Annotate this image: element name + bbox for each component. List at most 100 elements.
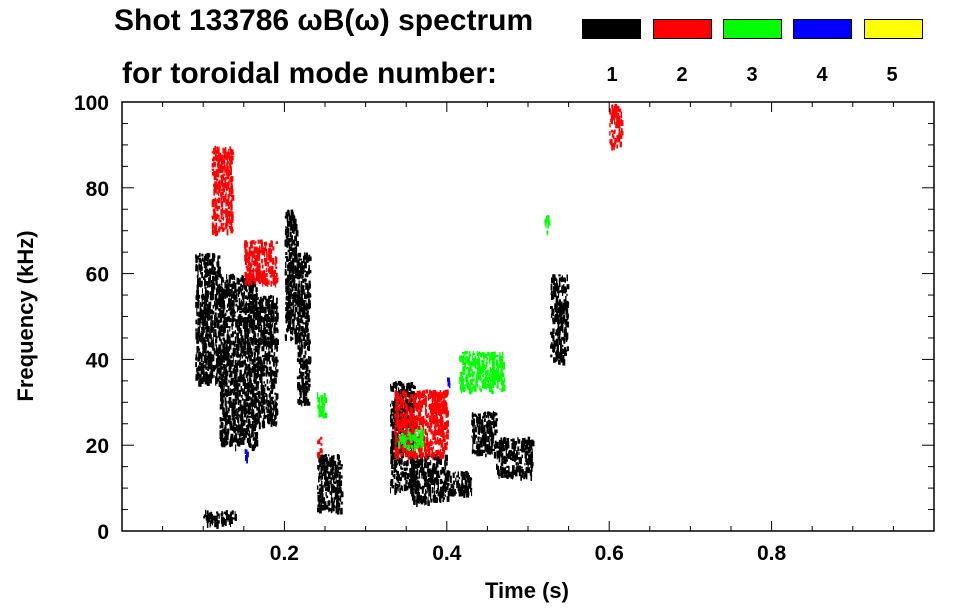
spectral-mark-mode1-r4-282 (304, 273, 308, 277)
spectral-mark-mode1-r11-141 (561, 323, 563, 331)
spectral-mark-mode1-r4-289 (305, 326, 308, 333)
spectral-mark-mode1-r9-107 (489, 411, 491, 416)
spectral-mark-mode1-r0-251 (200, 355, 203, 362)
spectral-mark-mode1-r8-58 (469, 484, 472, 489)
spectral-mark-mode1-r7-271 (424, 480, 427, 486)
spectral-mark-mode1-r10-162 (505, 466, 507, 470)
spectral-mark-mode1-r2-370 (261, 396, 263, 403)
spectral-mark-mode1-r6-66 (392, 402, 394, 407)
spectral-mark-mode1-r5-150 (326, 470, 329, 474)
spectral-mark-mode1-r10-233 (508, 451, 511, 457)
spectral-mark-mode1-r11-20 (553, 308, 555, 313)
spectral-mark-mode1-r9-152 (477, 445, 479, 453)
spectral-mark-mode1-r1-487 (237, 430, 239, 436)
spectral-mark-mode1-r5-203 (334, 481, 337, 485)
spectral-mark-mode1-r1-562 (221, 440, 224, 448)
spectral-mark-mode1-r0-521 (206, 281, 208, 288)
spectral-mark-mode1-r1-831 (232, 275, 236, 278)
spectral-mark-mode1-r1-849 (237, 417, 240, 421)
spectral-mark-mode1-r3-116 (285, 335, 287, 341)
spectral-mark-mode1-r12-64 (230, 511, 232, 514)
spectral-mark-mode1-r4-75 (297, 259, 300, 264)
spectral-mark-mode1-r2-329 (268, 393, 271, 398)
spectral-mark-mode1-r1-718 (249, 380, 251, 387)
spectral-mark-mode1-r3-141 (286, 256, 289, 262)
spectral-mark-mode1-r5-18 (334, 497, 337, 500)
spectral-mark-mode1-r6-16 (396, 476, 399, 480)
spectral-mark-mode1-r6-337 (400, 389, 403, 393)
spectral-mark-mode1-r11-174 (565, 306, 568, 310)
spectral-mark-mode1-r1-169 (232, 357, 234, 363)
spectral-mark-mode1-r1-433 (254, 441, 256, 449)
spectral-mark-mode1-r6-351 (394, 386, 398, 389)
spectral-mark-mode1-r6-404 (392, 414, 394, 418)
spectral-mark-mode1-r4-259 (301, 306, 303, 311)
spectral-mark-mode1-r2-305 (256, 326, 259, 329)
spectral-mark-mode1-r3-119 (290, 312, 293, 319)
spectral-mark-mode1-r3-258 (288, 294, 291, 299)
spectral-mark-mode1-r4-233 (303, 252, 306, 258)
spectral-mark-mode1-r11-211 (561, 287, 563, 293)
spectral-mark-mode1-r4-209 (299, 276, 301, 279)
spectral-mark-mode1-r4-223 (297, 289, 299, 293)
spectral-mark-mode1-r1-839 (252, 385, 255, 391)
spectral-mark-mode1-r5-122 (323, 464, 325, 469)
spectral-mark-mode1-r1-0 (250, 424, 253, 429)
spectral-mark-mode1-r10-176 (500, 444, 504, 448)
spectral-mark-mode1-r1-455 (250, 413, 254, 419)
spectral-mark-mode1-r6-417 (396, 441, 399, 446)
spectral-mark-mode1-r0-409 (197, 369, 200, 372)
spectral-mark-mode1-r2-377 (273, 378, 277, 384)
spectral-mark-mode1-r11-219 (554, 285, 557, 290)
spectral-mark-mode1-r9-161 (479, 440, 482, 447)
spectral-mark-mode1-r10-99 (510, 450, 513, 456)
spectral-mark-mode1-r1-601 (226, 361, 230, 367)
spectral-mark-mode1-r1-1002 (243, 359, 246, 365)
spectral-mark-mode1-r0-215 (207, 359, 211, 366)
spectral-mark-mode1-r2-248 (260, 329, 263, 336)
spectral-mark-mode1-r11-128 (550, 283, 553, 291)
spectral-mark-mode1-r1-409 (219, 326, 222, 333)
spectral-mark-mode1-r0-243 (199, 322, 201, 328)
spectral-mark-mode2-r0-6 (227, 199, 230, 203)
spectral-mark-mode1-r2-192 (268, 371, 271, 377)
spectral-mark-mode1-r10-6 (528, 442, 530, 446)
spectral-mark-mode1-r3-211 (293, 249, 296, 257)
spectral-mark-mode1-r10-218 (499, 444, 502, 449)
spectral-mark-mode1-r0-359 (215, 358, 219, 365)
spectral-mark-mode1-r3-225 (288, 263, 291, 269)
spectral-mark-mode1-r3-209 (285, 252, 288, 255)
spectral-mark-mode1-r11-222 (562, 309, 565, 314)
spectral-mark-mode2-r0-152 (227, 206, 230, 209)
spectral-mark-mode1-r3-204 (288, 256, 291, 261)
spectral-mark-mode1-r10-172 (520, 445, 523, 452)
spectral-mark-mode1-r6-428 (398, 411, 401, 416)
spectral-mark-mode1-r4-47 (298, 280, 300, 287)
spectral-mark-mode1-r1-755 (249, 289, 253, 294)
spectral-mark-mode1-r7-267 (431, 473, 433, 477)
spectral-mark-mode1-r3-171 (286, 313, 289, 320)
spectral-mark-mode1-r3-185 (295, 236, 297, 244)
spectral-mark-mode1-r4-65 (303, 270, 306, 273)
spectral-mark-mode1-r3-78 (292, 322, 295, 329)
spectral-mark-mode2-r0-154 (217, 197, 221, 204)
spectral-mark-mode1-r10-124 (506, 454, 510, 459)
spectral-mark-mode1-r2-116 (256, 374, 258, 379)
spectral-mark-mode1-r2-395 (270, 420, 273, 428)
spectral-mark-mode1-r2-414 (271, 341, 273, 348)
spectral-mark-mode1-r1-830 (239, 303, 242, 307)
spectral-mark-mode1-r11-107 (558, 274, 561, 277)
spectral-mark-mode1-r10-224 (512, 472, 514, 478)
spectral-mark-mode1-r1-1036 (254, 417, 256, 422)
spectral-mark-mode2-r1-85 (245, 274, 249, 281)
spectral-mark-mode1-r5-182 (322, 455, 325, 459)
spectral-mark-mode1-r0-342 (209, 366, 213, 370)
spectral-mark-mode1-r1-401 (232, 425, 235, 431)
spectral-mark-mode1-r1-866 (245, 284, 248, 291)
spectral-mark-mode1-r10-134 (503, 474, 507, 478)
spectral-mark-mode1-r1-796 (236, 326, 238, 331)
spectral-mark-mode1-r2-119 (276, 339, 279, 346)
spectral-mark-mode1-r1-898 (232, 332, 234, 337)
spectral-mark-mode2-r1-222 (255, 241, 257, 244)
legend-label-5: 5 (886, 64, 898, 86)
